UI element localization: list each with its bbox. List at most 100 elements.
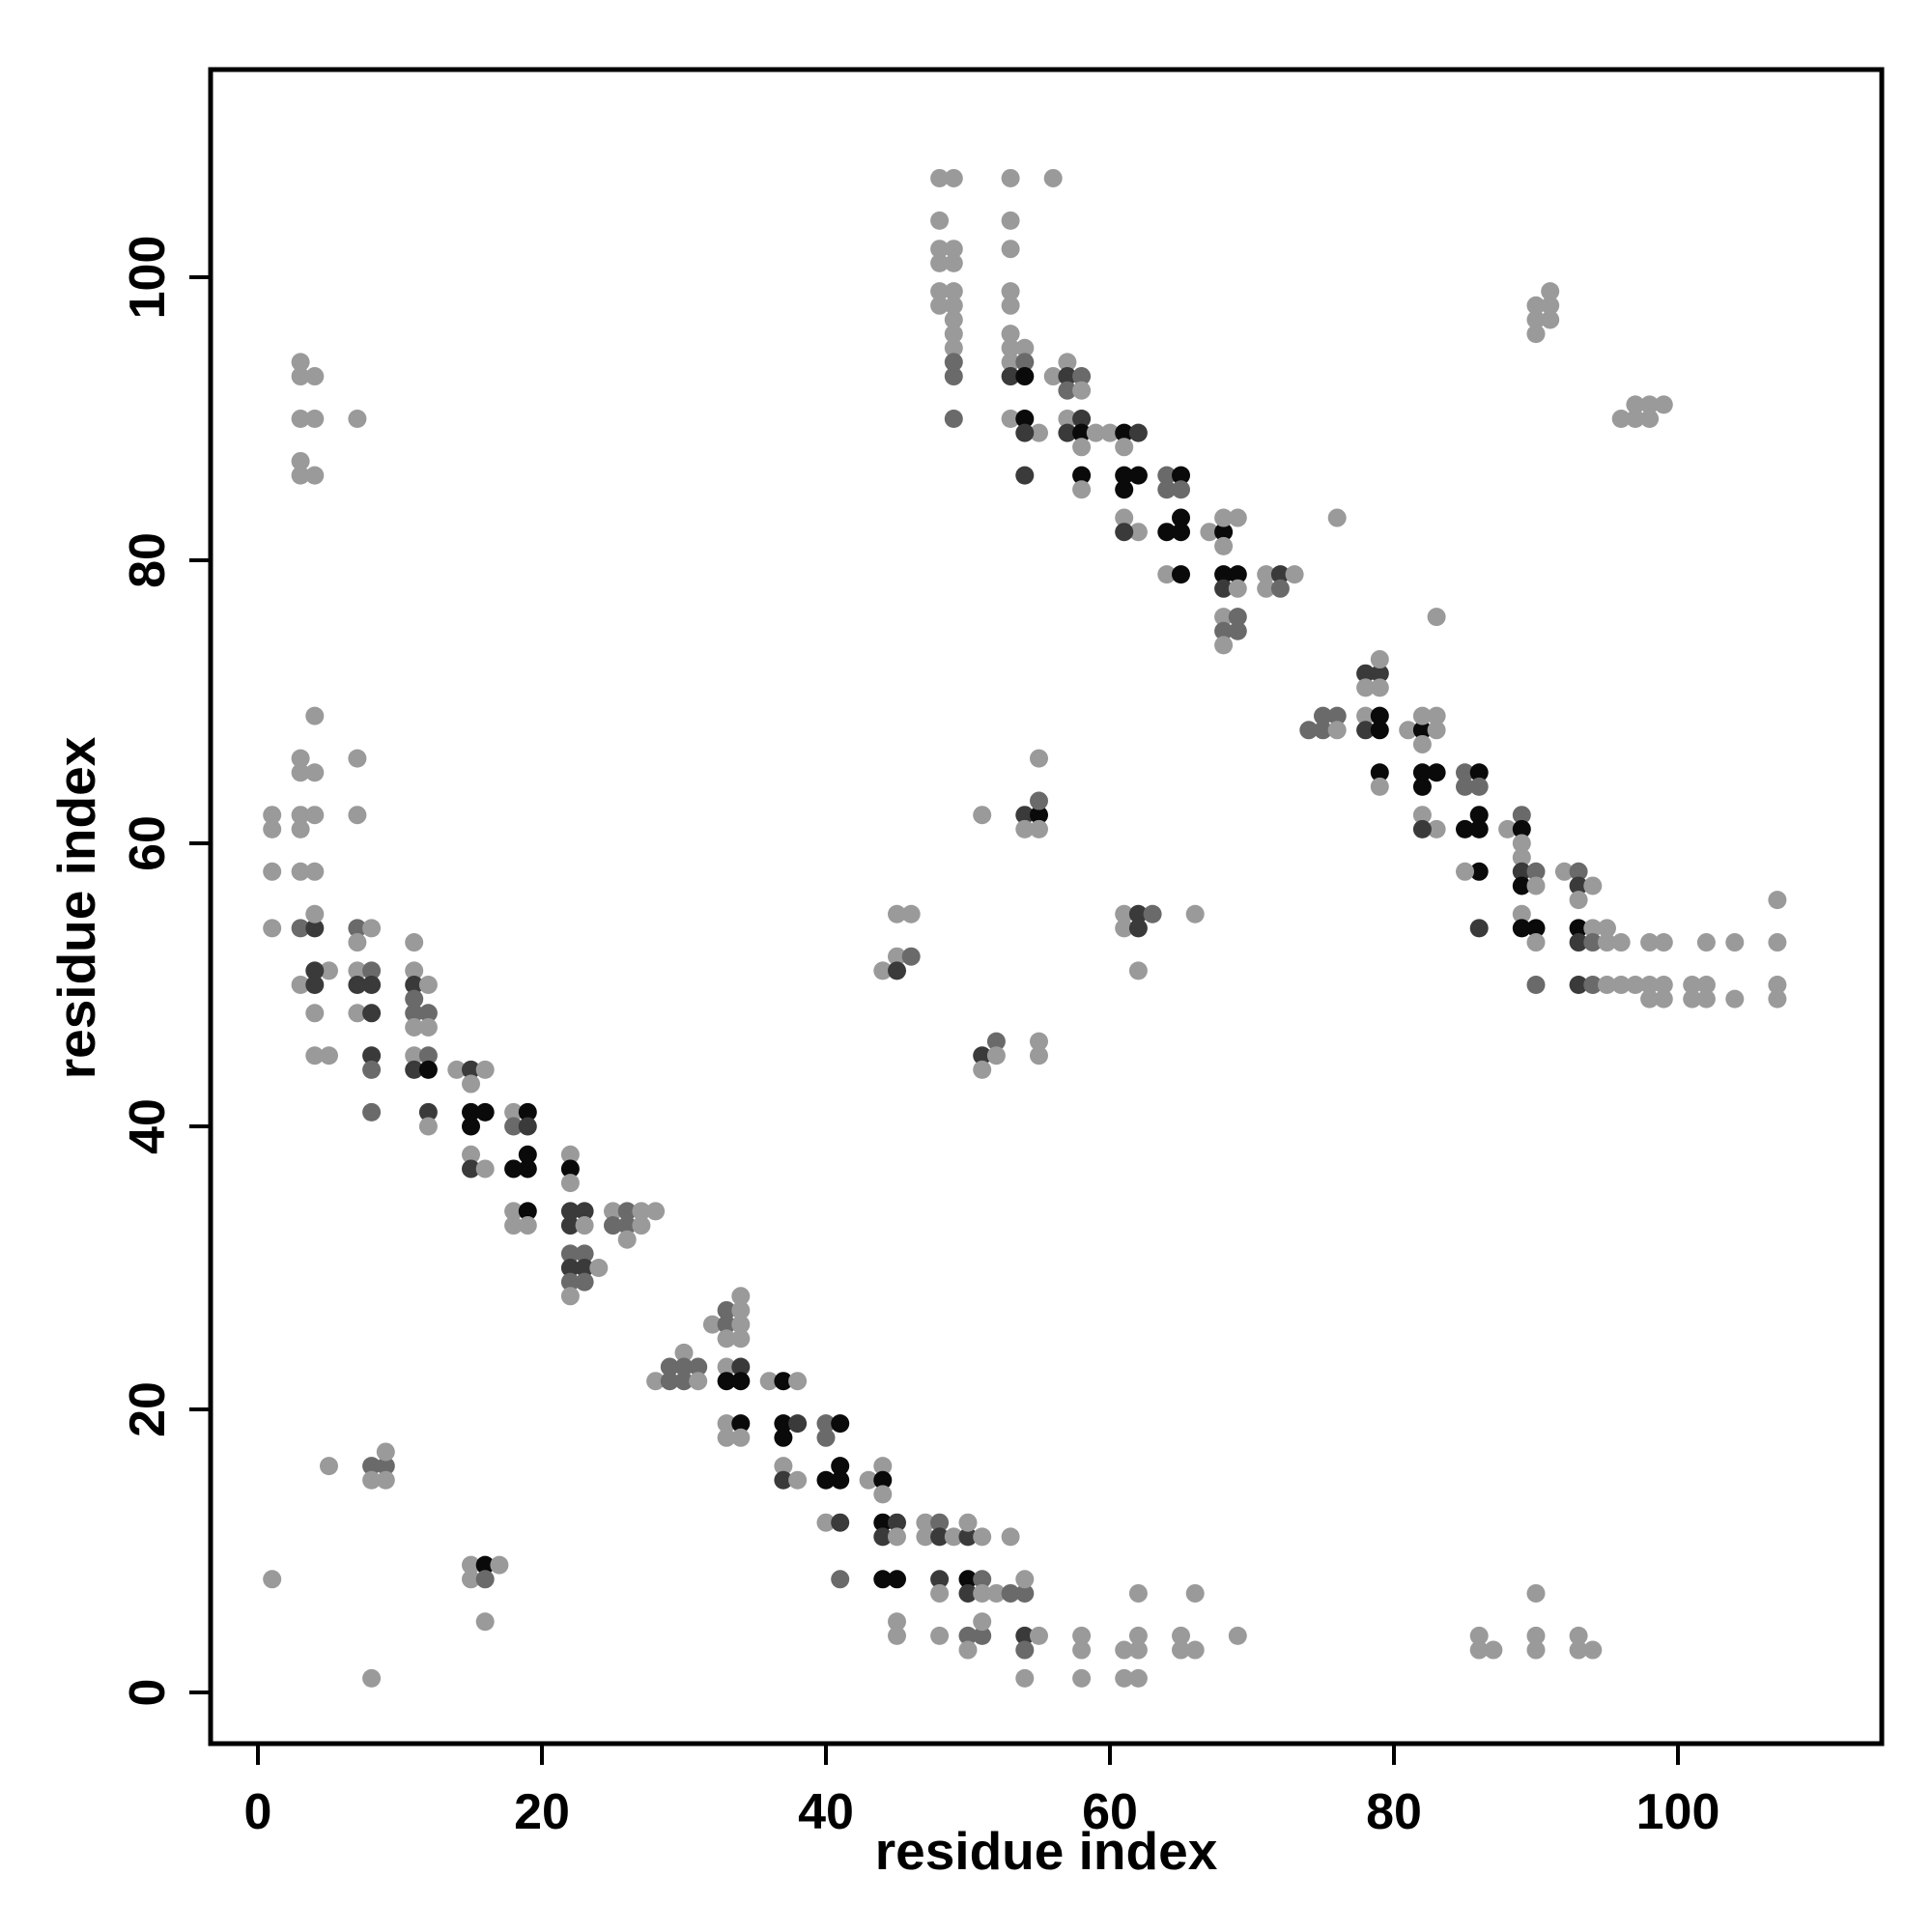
data-point — [462, 1555, 480, 1575]
data-point — [617, 1202, 637, 1221]
data-point — [1512, 848, 1531, 867]
data-point — [731, 1315, 751, 1334]
data-point — [305, 961, 325, 980]
data-point — [888, 947, 906, 966]
data-point — [1583, 1640, 1603, 1660]
data-point — [774, 1414, 793, 1434]
data-point — [1030, 423, 1048, 442]
data-point — [291, 749, 310, 768]
data-point — [958, 1513, 978, 1532]
data-point — [1526, 919, 1546, 938]
data-point — [462, 1117, 480, 1136]
data-point — [263, 1570, 282, 1589]
data-point — [1214, 636, 1234, 655]
data-point — [1611, 933, 1631, 952]
data-point — [418, 1060, 438, 1079]
data-point — [418, 1117, 438, 1136]
data-point — [1569, 862, 1588, 881]
data-point — [1157, 523, 1177, 542]
data-point — [1412, 721, 1432, 740]
data-point — [1427, 763, 1446, 782]
data-point — [1370, 664, 1389, 683]
data-point — [405, 961, 424, 980]
data-point — [973, 1612, 992, 1632]
data-point — [305, 367, 325, 386]
data-point — [305, 904, 325, 923]
data-point — [674, 1343, 694, 1362]
data-point — [1768, 989, 1787, 1009]
data-point — [1626, 976, 1645, 994]
data-point — [930, 1513, 950, 1532]
data-point — [362, 1060, 382, 1079]
data-point — [362, 1470, 382, 1490]
data-point — [1214, 565, 1234, 584]
data-point — [1598, 933, 1616, 952]
data-point — [930, 211, 950, 230]
data-point — [1015, 1626, 1035, 1645]
data-point — [731, 1287, 751, 1306]
data-point — [1456, 763, 1474, 782]
data-point — [1185, 1640, 1205, 1660]
data-point — [1498, 819, 1518, 838]
data-point — [405, 1046, 424, 1065]
data-point — [944, 353, 963, 372]
data-point — [560, 1159, 580, 1179]
data-point — [1427, 706, 1446, 725]
data-point — [831, 1570, 850, 1589]
data-point — [816, 1470, 836, 1490]
data-point — [1128, 466, 1148, 485]
data-point — [291, 862, 310, 881]
data-point — [362, 1004, 382, 1023]
data-point — [1526, 876, 1546, 895]
data-point — [1172, 466, 1190, 485]
data-point — [1128, 961, 1148, 980]
data-point — [475, 1159, 495, 1179]
data-point — [1115, 919, 1134, 938]
data-point — [689, 1372, 708, 1391]
data-point — [816, 1428, 836, 1447]
data-point — [1683, 976, 1702, 994]
x-tick-label: 0 — [244, 1784, 272, 1840]
data-point — [1015, 1640, 1035, 1660]
data-point — [1725, 933, 1745, 952]
data-point — [930, 1583, 950, 1603]
data-point — [1569, 891, 1588, 910]
data-point — [1072, 410, 1092, 428]
data-point — [1030, 1032, 1048, 1051]
data-point — [888, 1626, 906, 1645]
data-point — [291, 976, 310, 994]
data-point — [305, 1004, 325, 1023]
data-point — [944, 240, 963, 259]
data-point — [418, 1017, 438, 1037]
data-point — [788, 1414, 808, 1434]
data-point — [348, 933, 367, 952]
data-point — [1469, 777, 1489, 796]
data-point — [717, 1414, 736, 1434]
data-point — [305, 976, 325, 994]
data-point — [1270, 565, 1290, 584]
data-point — [1412, 763, 1432, 782]
data-point — [1541, 310, 1560, 329]
data-point — [1526, 933, 1546, 952]
data-point — [1115, 508, 1134, 527]
data-point — [859, 1470, 878, 1490]
data-point — [731, 1300, 751, 1320]
data-point — [1072, 367, 1092, 386]
data-point — [1768, 976, 1787, 994]
data-point — [291, 353, 310, 372]
x-tick-label: 40 — [798, 1784, 854, 1840]
data-point — [263, 919, 282, 938]
data-point — [1030, 791, 1048, 810]
data-point — [944, 1527, 963, 1547]
data-point — [1327, 508, 1347, 527]
data-point — [575, 1244, 594, 1264]
data-point — [1128, 1626, 1148, 1645]
data-point — [462, 1159, 480, 1179]
data-point — [930, 1626, 950, 1645]
data-point — [1327, 706, 1347, 725]
data-point — [1214, 579, 1234, 598]
data-point — [305, 806, 325, 825]
data-point — [1412, 806, 1432, 825]
x-tick-label: 60 — [1082, 1784, 1138, 1840]
data-point — [930, 253, 950, 272]
